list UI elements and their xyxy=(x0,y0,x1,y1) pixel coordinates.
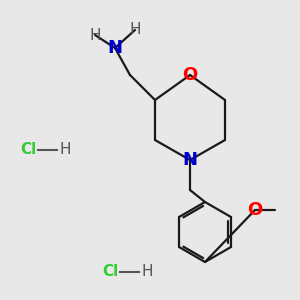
Text: H: H xyxy=(59,142,71,158)
Text: N: N xyxy=(182,151,197,169)
Text: O: O xyxy=(248,201,262,219)
Text: H: H xyxy=(141,265,153,280)
Text: O: O xyxy=(182,66,198,84)
Text: H: H xyxy=(89,28,101,43)
Text: N: N xyxy=(107,39,122,57)
Text: H: H xyxy=(129,22,141,38)
Text: Cl: Cl xyxy=(20,142,36,158)
Text: Cl: Cl xyxy=(102,265,118,280)
